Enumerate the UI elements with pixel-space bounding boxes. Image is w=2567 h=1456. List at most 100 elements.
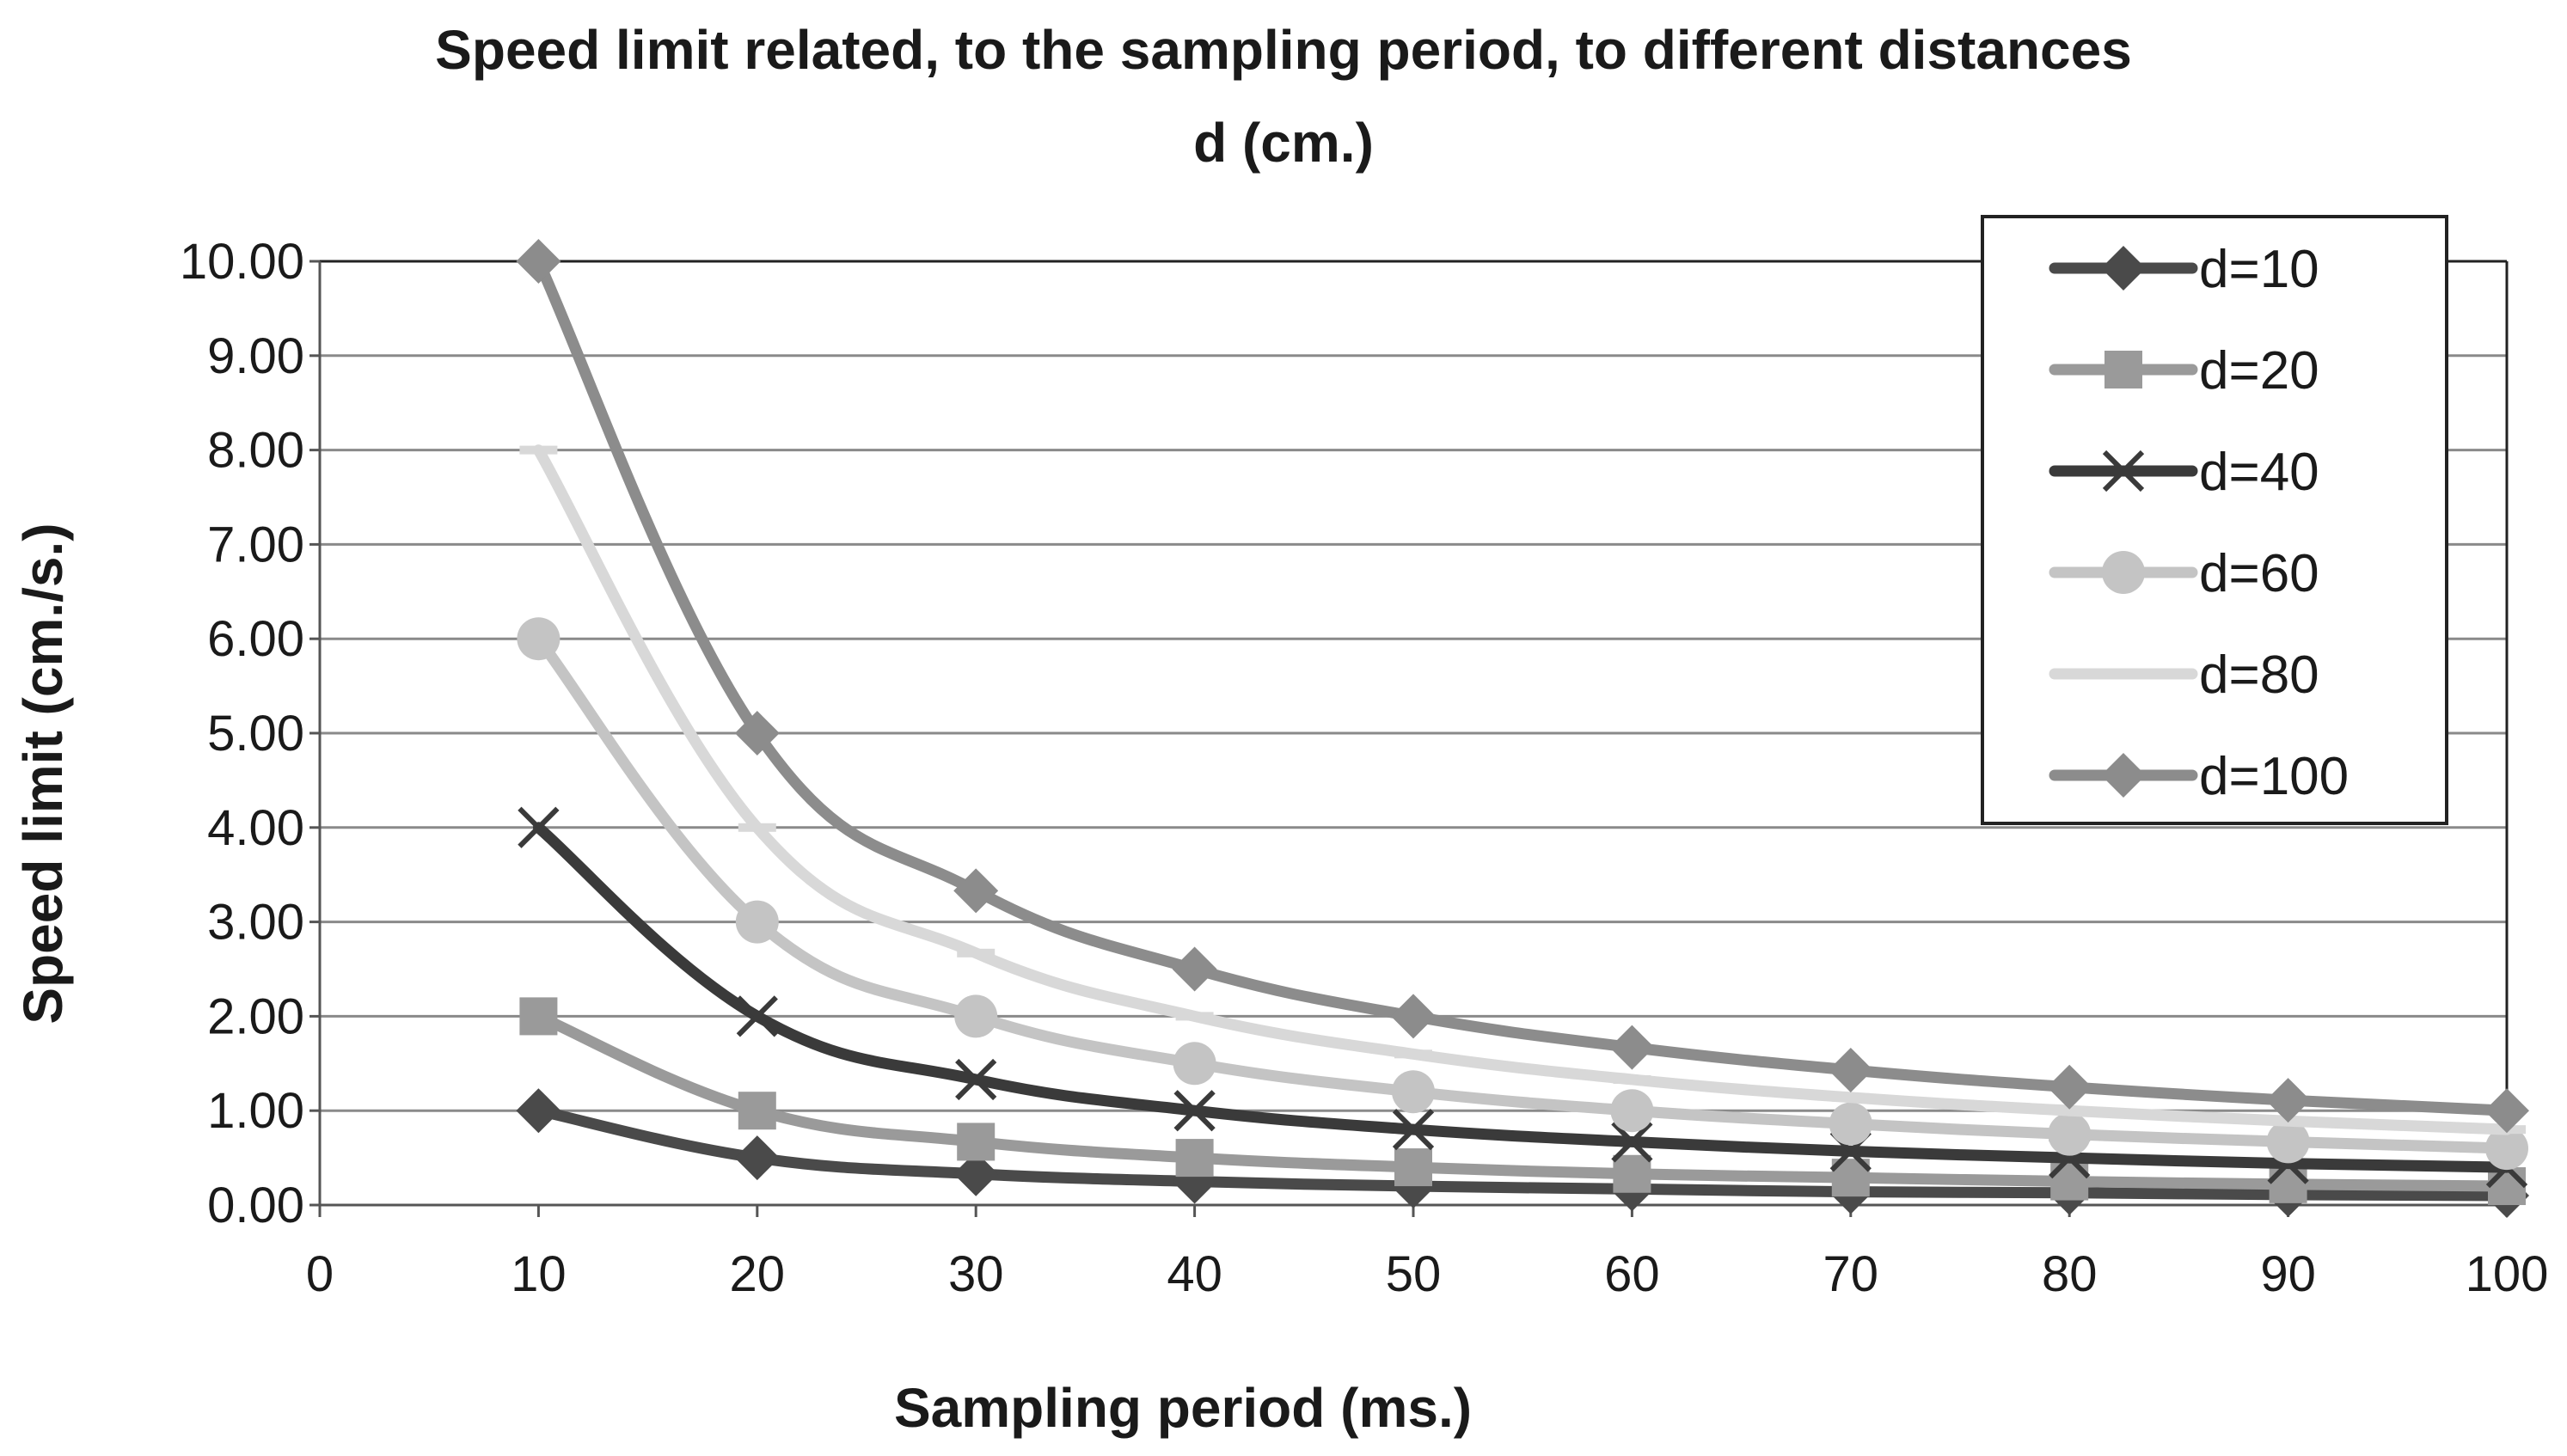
y-tick-label: 8.00 <box>207 423 304 479</box>
x-tick-label: 90 <box>2260 1246 2316 1302</box>
data-point-d=60-50 <box>1392 1070 1435 1114</box>
legend: d=10 d=20 d=40 d=60 d=80 d=100 <box>1981 215 2448 825</box>
x-marker-stroke <box>1173 1090 1216 1132</box>
series-d=100 <box>516 239 2529 1134</box>
data-point-d=40-40 <box>1173 1090 1216 1132</box>
x-tick-label: 10 <box>511 1246 567 1302</box>
x-marker-stroke <box>1392 1109 1435 1151</box>
data-point-d=100-40 <box>1172 946 1217 992</box>
legend-label: d=60 <box>2199 544 2319 603</box>
data-point-d=40-30 <box>955 1058 997 1101</box>
y-tick-label: 10.00 <box>180 234 304 290</box>
x-tick-label: 30 <box>948 1246 1004 1302</box>
data-point-d=80-30 <box>957 948 996 957</box>
data-point-d=100-90 <box>2265 1078 2311 1123</box>
data-point-d=60-90 <box>2266 1120 2310 1164</box>
data-point-d=100-100 <box>2484 1088 2529 1134</box>
data-point-d=20-10 <box>519 997 558 1036</box>
data-point-d=40-50 <box>1392 1109 1435 1151</box>
y-axis-label: Speed limit (cm./s.) <box>12 523 74 1024</box>
y-tick-label: 3.00 <box>207 895 304 951</box>
legend-marker <box>2101 246 2146 291</box>
series-line-d=100 <box>532 255 2513 1116</box>
legend-label: d=100 <box>2199 747 2349 806</box>
x-tick-label: 70 <box>1823 1246 1879 1302</box>
y-tick-label: 9.00 <box>207 328 304 384</box>
series-line-d=60 <box>532 633 2513 1154</box>
data-point-d=20-100 <box>2488 1167 2526 1206</box>
y-tick-label: 6.00 <box>207 611 304 667</box>
data-point-d=40-10 <box>518 806 560 848</box>
data-point-d=100-60 <box>1609 1025 1655 1070</box>
data-point-d=60-60 <box>1610 1089 1654 1133</box>
legend-item-d=40: d=40 <box>2049 443 2319 502</box>
x-tick-label: 40 <box>1167 1246 1222 1302</box>
legend-marker <box>2104 351 2142 388</box>
data-point-d=100-50 <box>1391 994 1436 1039</box>
data-point-d=60-10 <box>517 617 561 661</box>
tick-labels: 0.00 1.00 2.00 3.00 4.00 5.00 6.00 7.00 8.00 9.00… <box>180 234 2549 1302</box>
data-point-d=100-30 <box>953 868 999 914</box>
x-tick-label: 50 <box>1386 1246 1442 1302</box>
legend-item-d=20: d=20 <box>2049 341 2319 401</box>
data-point-d=10-10 <box>516 1088 561 1134</box>
series-line-d=80 <box>532 444 2513 1135</box>
data-point-d=100-70 <box>1828 1047 1873 1092</box>
legend-item-d=100: d=100 <box>2049 747 2349 806</box>
x-tick-label: 80 <box>2042 1246 2098 1302</box>
data-point-d=60-80 <box>2048 1112 2092 1156</box>
data-point-d=100-20 <box>734 711 780 756</box>
data-point-d=80-60 <box>1613 1074 1651 1084</box>
x-marker-stroke <box>736 995 778 1037</box>
y-tick-label: 1.00 <box>207 1083 304 1139</box>
x-marker-stroke <box>2102 450 2145 492</box>
y-tick-label: 7.00 <box>207 517 304 572</box>
legend-marker <box>2104 670 2142 678</box>
data-point-d=20-40 <box>1175 1139 1214 1178</box>
legend-label: d=10 <box>2199 240 2319 299</box>
x-axis-label: Sampling period (ms.) <box>894 1377 1472 1439</box>
x-marker-stroke <box>518 806 560 848</box>
y-tick-label: 2.00 <box>207 988 304 1044</box>
data-point-d=80-10 <box>519 445 558 455</box>
data-point-d=80-70 <box>1831 1092 1870 1102</box>
series-d=60 <box>517 617 2528 1171</box>
x-tick-label: 20 <box>730 1246 786 1302</box>
legend-marker <box>2102 551 2145 594</box>
y-tick-label: 5.00 <box>207 706 304 762</box>
data-point-d=60-70 <box>1829 1102 1872 1146</box>
legend-item-d=80: d=80 <box>2049 645 2319 705</box>
y-tick-label: 0.00 <box>207 1178 304 1233</box>
chart-title-line-1: Speed limit related, to the sampling per… <box>435 19 2132 81</box>
data-point-d=60-30 <box>954 994 998 1038</box>
chart-title-line-2: d (cm.) <box>1193 112 1374 174</box>
series-line-d=10 <box>532 1104 2513 1202</box>
data-point-d=10-20 <box>734 1135 780 1181</box>
x-tick-label: 100 <box>2466 1246 2549 1302</box>
data-point-d=20-50 <box>1394 1148 1432 1187</box>
series-lines <box>516 239 2529 1219</box>
data-point-d=40-20 <box>736 995 778 1037</box>
legend-item-d=10: d=10 <box>2049 240 2319 299</box>
x-marker-stroke <box>955 1058 997 1101</box>
x-tick-label: 0 <box>306 1246 334 1302</box>
data-point-d=20-60 <box>1613 1154 1651 1193</box>
series-line-d=20 <box>532 1010 2513 1192</box>
data-point-d=100-80 <box>2047 1064 2092 1110</box>
data-point-d=80-50 <box>1394 1049 1432 1059</box>
legend-label: d=80 <box>2199 645 2319 705</box>
legend-marker <box>2101 753 2146 798</box>
data-point-d=60-40 <box>1173 1042 1216 1086</box>
series-d=20 <box>519 997 2526 1206</box>
data-point-d=80-40 <box>1175 1012 1214 1021</box>
data-point-d=20-90 <box>2269 1165 2307 1203</box>
series-line-d=40 <box>532 822 2513 1173</box>
data-point-d=40-60 <box>1611 1121 1653 1163</box>
data-point-d=20-30 <box>957 1123 996 1161</box>
data-point-d=60-100 <box>2485 1127 2528 1171</box>
data-point-d=20-20 <box>738 1092 776 1130</box>
y-tick-label: 4.00 <box>207 800 304 856</box>
legend-label: d=20 <box>2199 341 2319 401</box>
data-point-d=10-30 <box>953 1151 999 1196</box>
